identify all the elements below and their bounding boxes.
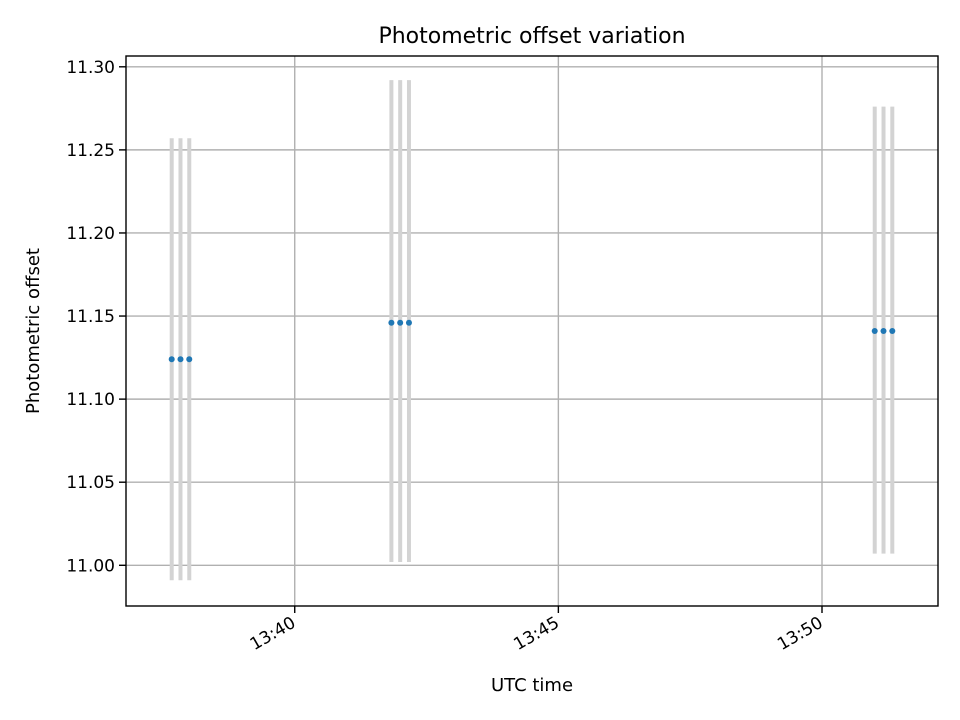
x-tick-label: 13:40 xyxy=(247,613,299,655)
data-point xyxy=(889,328,896,334)
y-tick-label: 11.00 xyxy=(66,556,115,576)
data-point xyxy=(405,319,412,326)
chart-title: Photometric offset variation xyxy=(378,24,685,49)
y-tick-label: 11.15 xyxy=(66,307,115,327)
plot-frame xyxy=(125,55,939,607)
x-axis-ticks: 13:40 13:45 13:50 xyxy=(247,606,827,655)
data-point xyxy=(186,356,193,363)
data-point xyxy=(177,356,184,363)
x-tick-label: 13:45 xyxy=(510,613,562,655)
y-tick-label: 11.20 xyxy=(66,224,115,244)
y-tick-label: 11.10 xyxy=(66,390,115,410)
x-axis-label: UTC time xyxy=(491,675,573,696)
y-tick-label: 11.05 xyxy=(66,473,115,493)
data-point xyxy=(871,328,878,334)
data-point xyxy=(880,328,887,334)
data-series xyxy=(168,80,896,581)
y-tick-label: 11.25 xyxy=(66,141,115,161)
y-axis-ticks: 11.00 11.05 11.10 11.15 11.20 11.25 11.30 xyxy=(66,58,126,576)
data-point xyxy=(397,319,404,326)
grid xyxy=(126,56,938,606)
data-point xyxy=(388,319,395,326)
y-axis-label: Photometric offset xyxy=(23,248,44,414)
x-tick-label: 13:50 xyxy=(774,613,826,655)
data-point xyxy=(168,356,175,363)
y-tick-label: 11.30 xyxy=(66,58,115,78)
